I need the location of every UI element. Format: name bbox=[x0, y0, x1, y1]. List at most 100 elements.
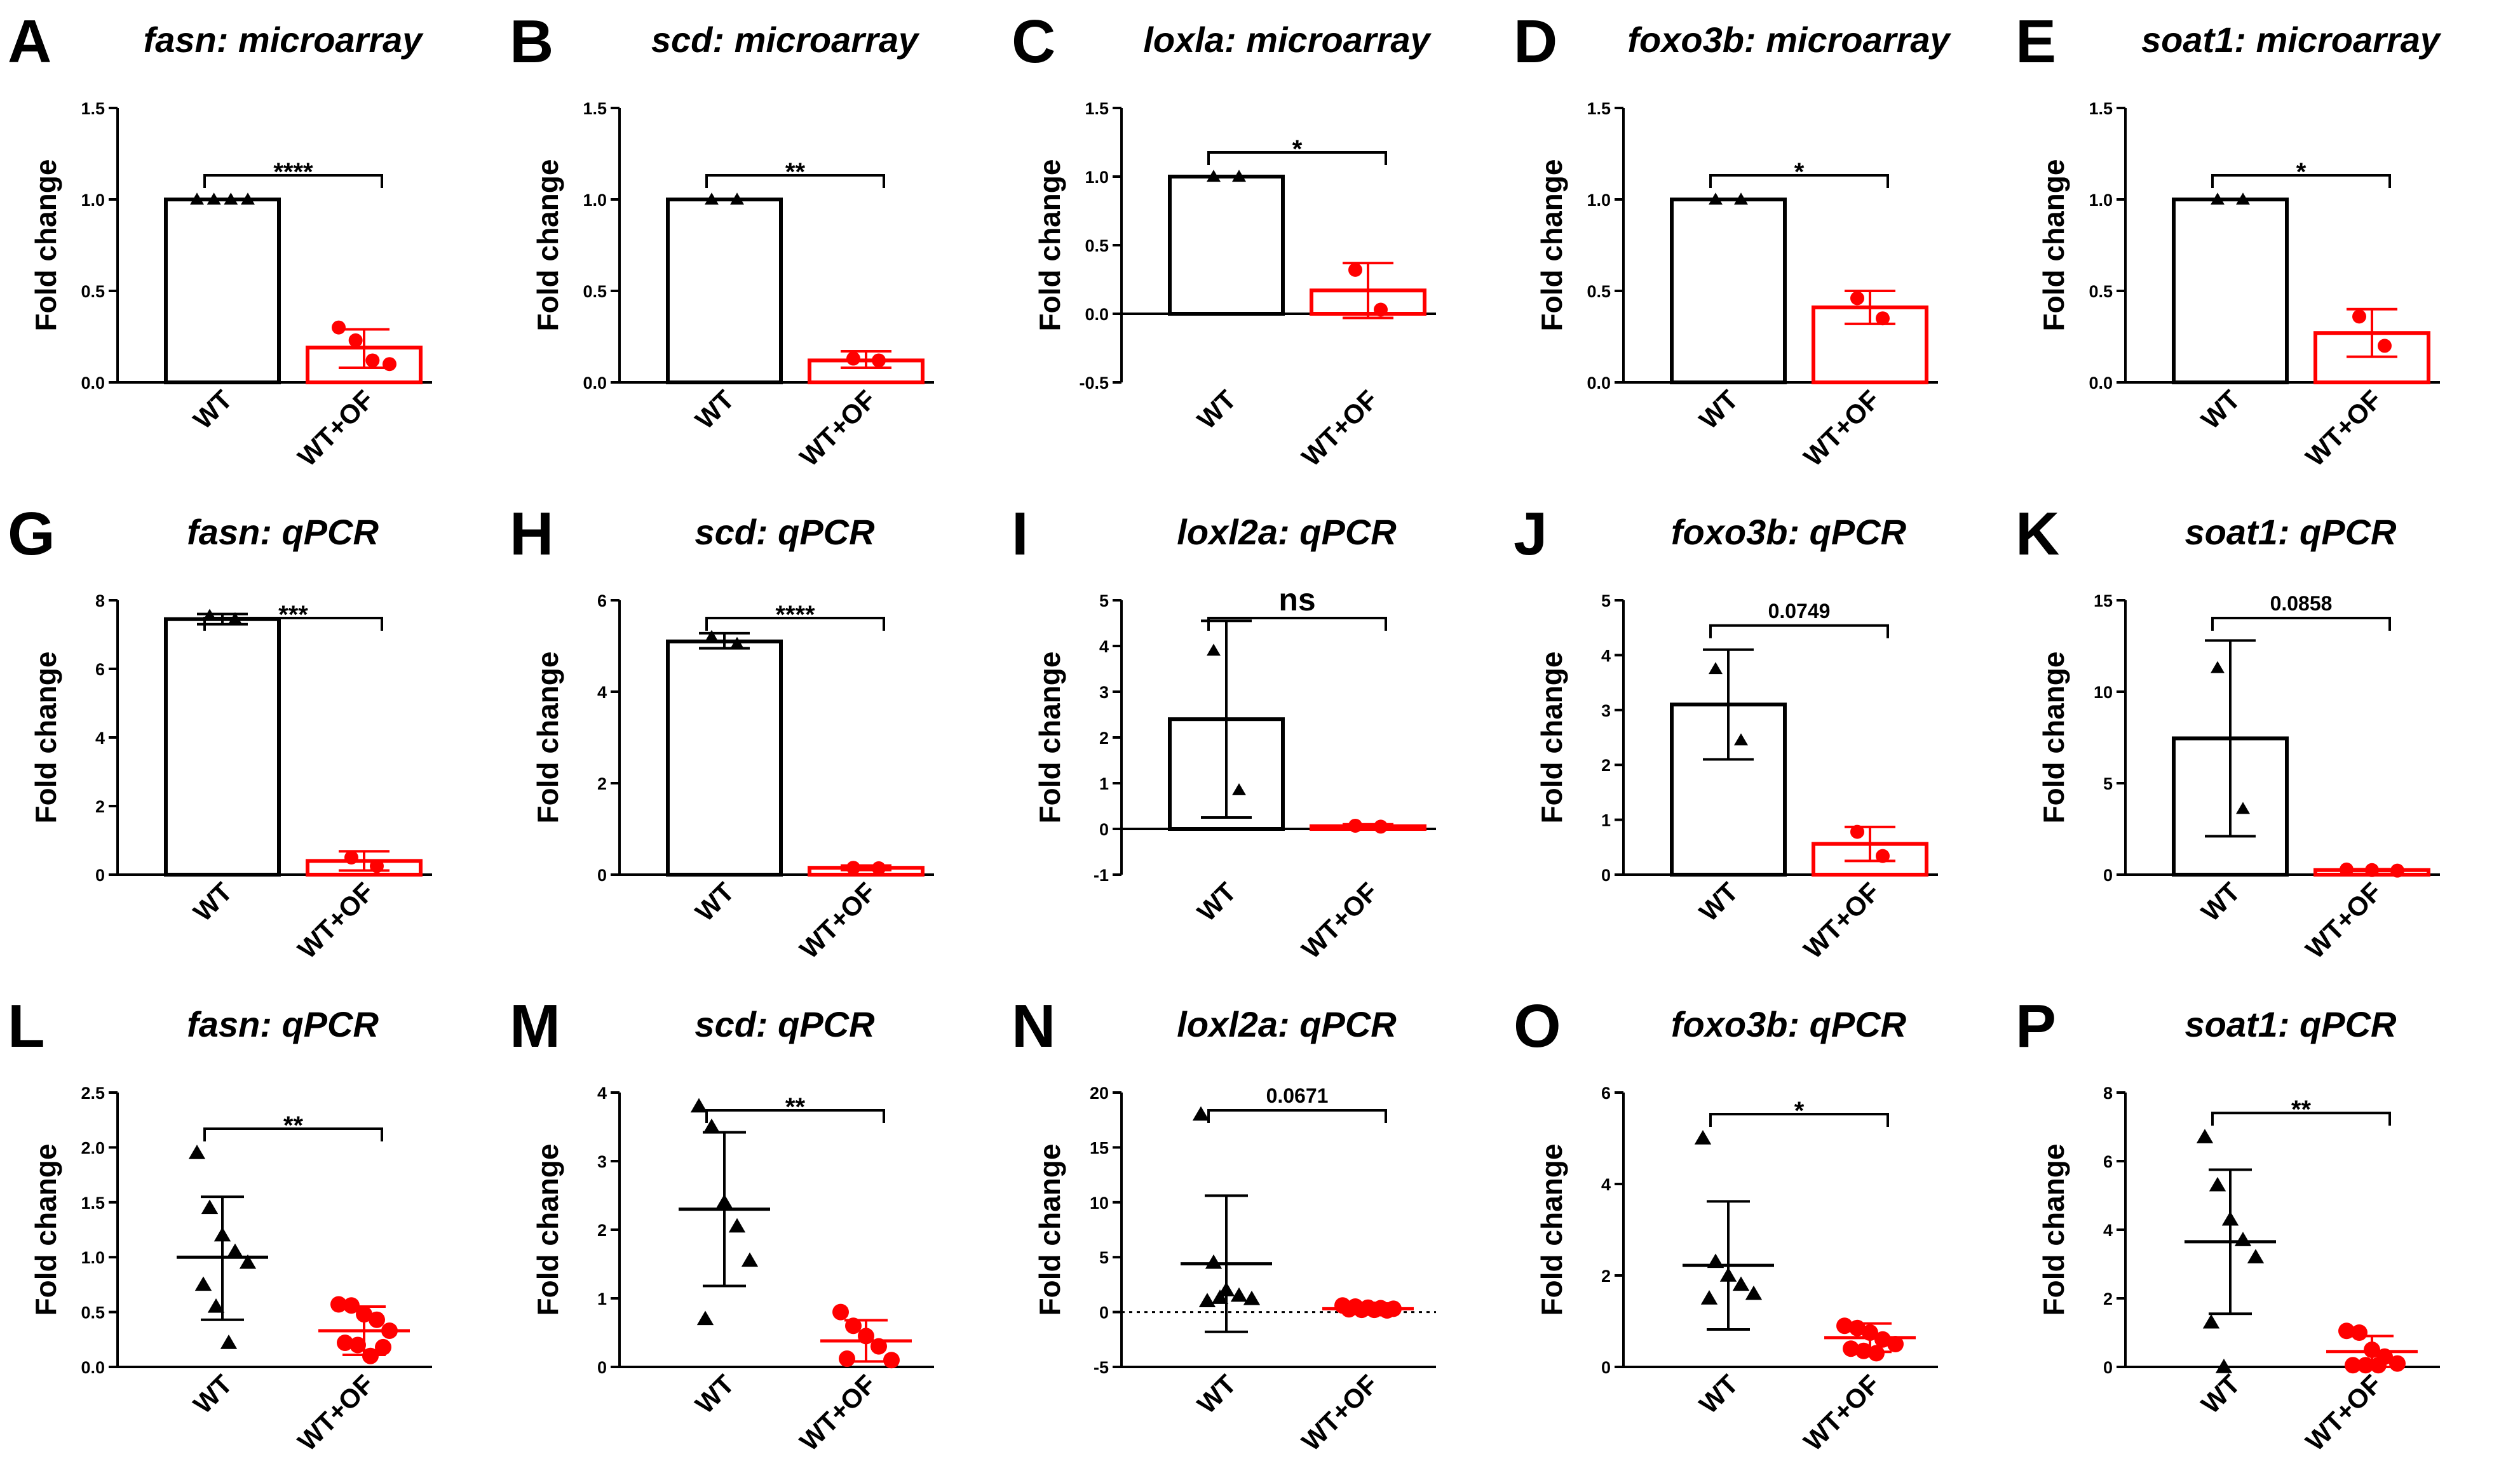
data-point-wt bbox=[239, 1254, 257, 1269]
x-category-label: WT+OF bbox=[1798, 1369, 1885, 1456]
y-tick-label: 4 bbox=[597, 1084, 607, 1103]
data-point-wt bbox=[696, 1310, 714, 1326]
y-tick-label: 4 bbox=[1601, 646, 1611, 665]
y-tick-label: 8 bbox=[2103, 1084, 2113, 1103]
data-point-wt-of bbox=[872, 861, 886, 875]
panel-label: O bbox=[1514, 992, 1561, 1060]
data-point-wt-of bbox=[1836, 1317, 1853, 1335]
x-category-label: WT bbox=[1693, 1369, 1744, 1420]
x-category-label: WT bbox=[187, 877, 238, 927]
significance-label: * bbox=[1794, 158, 1805, 186]
data-point-wt bbox=[1207, 643, 1221, 656]
data-point-wt-of bbox=[1348, 262, 1362, 277]
y-axis-label: Fold change bbox=[2037, 1144, 2070, 1316]
y-tick-label: 1.5 bbox=[81, 1194, 105, 1213]
data-point-wt bbox=[1745, 1285, 1763, 1300]
data-point-wt-of bbox=[2390, 863, 2404, 878]
y-tick-label: 0 bbox=[2103, 866, 2113, 885]
y-axis-label: Fold change bbox=[1033, 652, 1066, 824]
data-point-wt bbox=[741, 1252, 759, 1267]
data-point-wt bbox=[1709, 662, 1723, 675]
data-point-wt bbox=[241, 192, 255, 205]
panel-label: L bbox=[8, 992, 45, 1060]
x-category-label: WT+OF bbox=[1296, 877, 1383, 964]
data-point-wt bbox=[1232, 170, 1246, 182]
y-tick-label: 1.5 bbox=[2089, 99, 2113, 118]
data-point-wt bbox=[705, 192, 719, 205]
data-point-wt bbox=[207, 192, 221, 205]
significance-label: *** bbox=[278, 601, 308, 629]
x-category-label: WT bbox=[187, 384, 238, 435]
data-point-wt bbox=[201, 1199, 219, 1214]
data-point-wt bbox=[1734, 733, 1748, 746]
data-point-wt-of bbox=[383, 357, 396, 372]
y-axis-label: Fold change bbox=[2037, 159, 2070, 332]
x-category-label: WT+OF bbox=[2300, 384, 2387, 472]
data-point-wt bbox=[728, 1218, 746, 1233]
y-axis-label: Fold change bbox=[531, 159, 564, 332]
panel-title: foxo3b: qPCR bbox=[1671, 512, 1907, 552]
data-point-wt-of bbox=[2365, 863, 2379, 877]
data-point-wt bbox=[1205, 1254, 1223, 1269]
data-point-wt-of bbox=[1887, 1336, 1904, 1352]
significance-bracket bbox=[1207, 151, 1387, 165]
y-tick-label: 4 bbox=[1601, 1175, 1611, 1194]
significance-bracket bbox=[203, 617, 383, 631]
y-tick-label: 10 bbox=[1090, 1194, 1109, 1213]
data-point-wt-of bbox=[1850, 291, 1864, 306]
y-tick-label: 0.5 bbox=[1085, 236, 1109, 255]
data-point-wt bbox=[2236, 802, 2250, 814]
panel-title: foxo3b: qPCR bbox=[1671, 1004, 1907, 1044]
data-point-wt-of bbox=[344, 851, 358, 864]
data-point-wt-of bbox=[348, 333, 363, 347]
y-tick-label: -1 bbox=[1094, 866, 1109, 885]
x-category-label: WT+OF bbox=[2300, 877, 2387, 964]
bar-wt bbox=[666, 639, 783, 877]
significance-bracket bbox=[705, 617, 885, 631]
x-category-label: WT+OF bbox=[1798, 877, 1885, 964]
y-tick-label: 5 bbox=[2103, 774, 2113, 793]
x-category-label: WT bbox=[1693, 877, 1744, 927]
data-point-wt-of bbox=[846, 351, 860, 366]
panel-title: fasn: qPCR bbox=[187, 1004, 379, 1044]
panel-title: loxl2a: qPCR bbox=[1177, 1004, 1397, 1044]
data-point-wt bbox=[207, 1298, 225, 1313]
x-category-label: WT bbox=[1693, 384, 1744, 435]
y-axis-label: Fold change bbox=[1033, 159, 1066, 332]
significance-label: * bbox=[2296, 158, 2307, 186]
panel-label: C bbox=[1012, 8, 1055, 76]
panel-label: I bbox=[1012, 500, 1029, 568]
y-tick-label: 2 bbox=[1099, 729, 1109, 748]
data-point-wt-of bbox=[365, 353, 380, 368]
data-point-wt-of bbox=[337, 1334, 353, 1351]
panel-label: B bbox=[510, 8, 553, 76]
significance-label: ** bbox=[785, 158, 806, 186]
data-point-wt-of bbox=[2378, 339, 2392, 353]
data-point-wt bbox=[1211, 1289, 1229, 1304]
y-axis-label: Fold change bbox=[29, 1144, 62, 1316]
x-category-label: WT bbox=[187, 1369, 238, 1420]
data-point-wt-of bbox=[1348, 818, 1362, 833]
y-tick-label: 4 bbox=[2103, 1221, 2113, 1240]
significance-bracket bbox=[1709, 624, 1889, 638]
significance-bracket bbox=[1709, 174, 1889, 188]
x-category-label: WT bbox=[2195, 384, 2246, 435]
panel-title: soat1: qPCR bbox=[2185, 1004, 2397, 1044]
panel-label: G bbox=[8, 500, 55, 568]
panel-title: soat1: microarray bbox=[2141, 20, 2442, 60]
significance-label: * bbox=[1794, 1097, 1805, 1125]
x-category-label: WT bbox=[689, 384, 740, 435]
x-category-label: WT bbox=[2195, 877, 2246, 927]
significance-bracket bbox=[2211, 1112, 2391, 1126]
significance-label: **** bbox=[273, 158, 313, 186]
panel-title: loxl2a: qPCR bbox=[1177, 512, 1397, 552]
x-category-label: WT+OF bbox=[292, 1369, 379, 1456]
y-tick-label: 1 bbox=[1601, 811, 1611, 830]
